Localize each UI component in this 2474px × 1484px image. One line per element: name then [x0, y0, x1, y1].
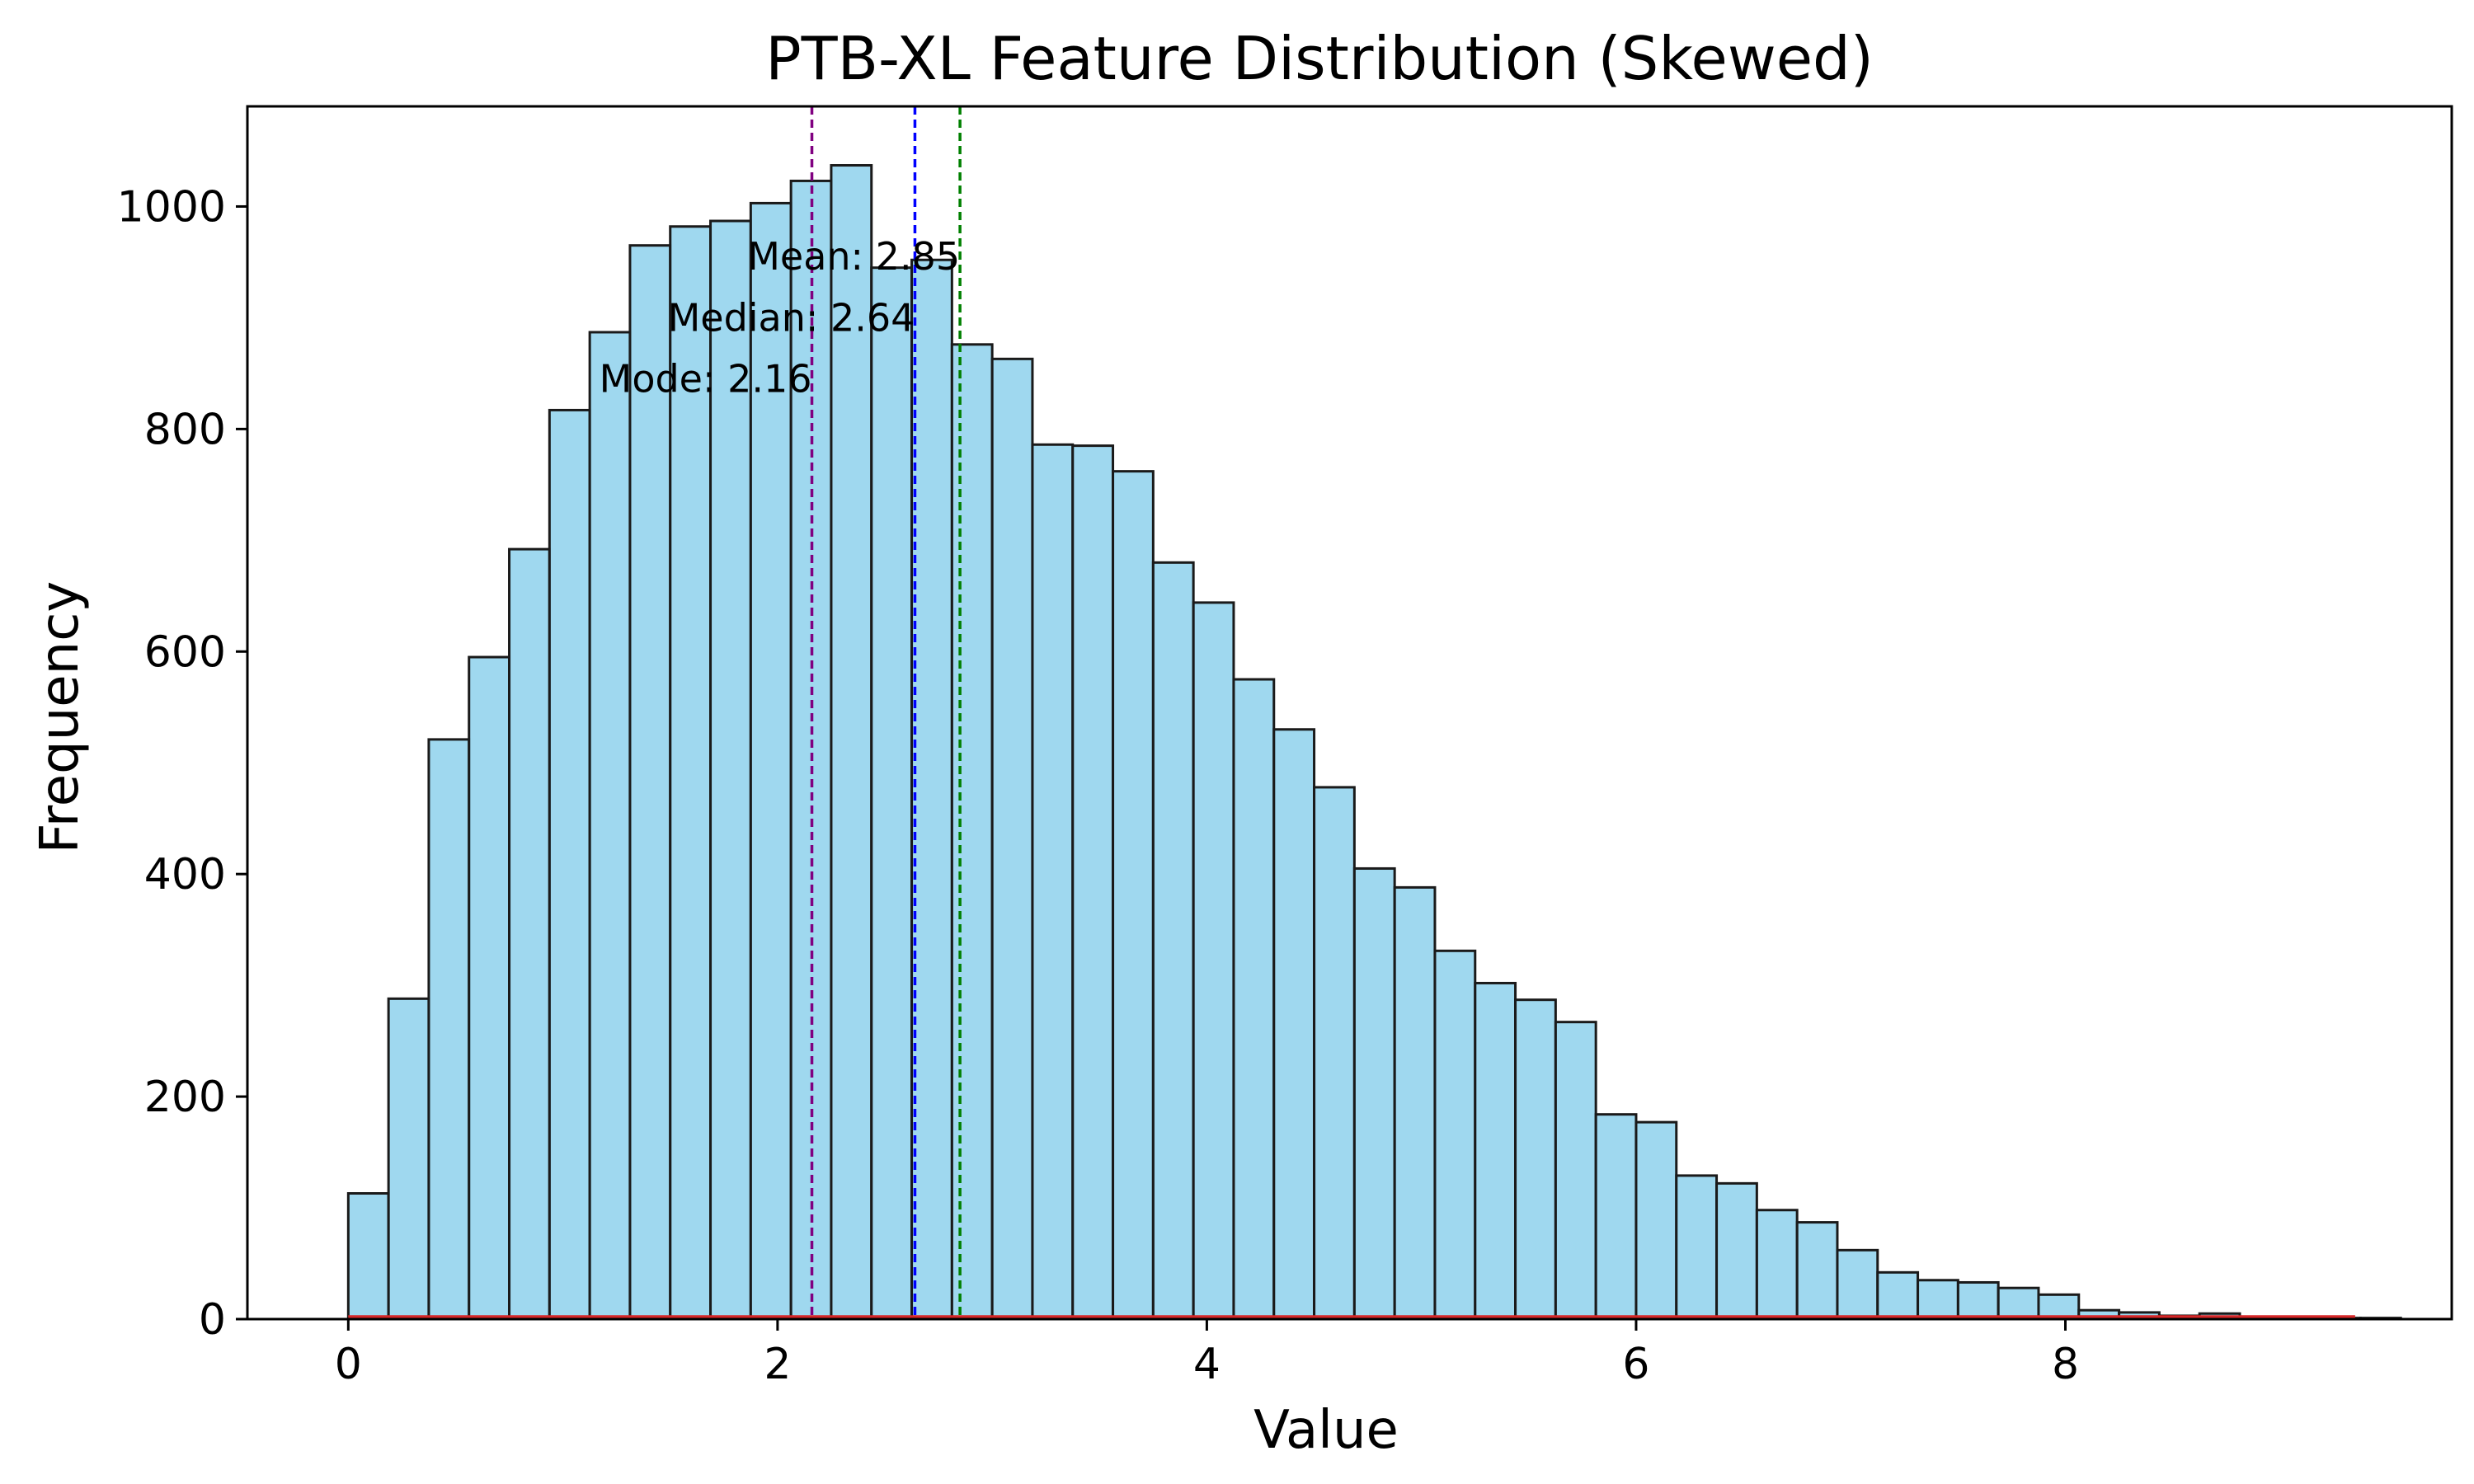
histogram-bar [950, 343, 994, 1321]
chart-title: PTB-XL Feature Distribution (Skewed) [765, 24, 1874, 93]
histogram-bar [1192, 601, 1235, 1321]
histogram-bar [1433, 949, 1477, 1321]
histogram-bar [1272, 728, 1316, 1321]
histogram-bar [1313, 786, 1356, 1321]
x-tick-label: 2 [764, 1340, 791, 1389]
stat-annotation: Median: 2.64 [668, 295, 915, 340]
histogram-bar [1232, 678, 1276, 1321]
histogram-bar [2037, 1293, 2081, 1321]
x-tick-label: 6 [1622, 1340, 1649, 1389]
histogram-bar [1352, 866, 1396, 1321]
histogram-bar [910, 258, 953, 1321]
histogram-bar [468, 655, 511, 1321]
x-axis-label: Value [1253, 1400, 1399, 1461]
histogram-bar [588, 331, 632, 1321]
y-tick-label: 1000 [117, 182, 226, 232]
histogram-bar [1514, 998, 1557, 1321]
y-axis-ticks: 0 200 400 600 800 1000 [117, 182, 247, 1345]
histogram-bar [1151, 561, 1195, 1321]
histogram-bar [1715, 1181, 1758, 1321]
x-axis-ticks: 0 2 4 6 8 [335, 1319, 2079, 1389]
stat-annotation: Mean: 2.85 [747, 234, 960, 279]
histogram-bar [1755, 1209, 1799, 1321]
histogram-bar [870, 266, 914, 1321]
y-tick-label: 200 [144, 1073, 226, 1122]
histogram-bar [427, 738, 471, 1321]
y-tick-label: 600 [144, 627, 226, 677]
histogram-bar [1474, 981, 1517, 1321]
y-tick-label: 0 [199, 1295, 226, 1345]
histogram-bar [1876, 1270, 1920, 1321]
annotations-group: Mean: 2.85 Median: 2.64 Mode: 2.16 [600, 234, 960, 401]
histogram-bar [346, 1192, 390, 1321]
histogram-bar [1031, 443, 1075, 1321]
histogram-bar [1675, 1174, 1719, 1321]
x-tick-label: 8 [2052, 1340, 2079, 1389]
histogram-bar [1795, 1221, 1839, 1321]
histogram-bar [1554, 1021, 1597, 1321]
histogram-bar [1634, 1120, 1678, 1321]
histogram-bar [1836, 1248, 1879, 1321]
histogram-bar [1594, 1113, 1638, 1321]
histogram-bar [1997, 1286, 2040, 1321]
histogram-bar [387, 997, 430, 1321]
histogram-bar [1917, 1279, 1959, 1321]
histogram-bar [1071, 444, 1115, 1321]
histogram-bar [709, 219, 752, 1321]
y-tick-label: 800 [144, 405, 226, 454]
histogram-bar [669, 225, 713, 1321]
y-tick-label: 400 [144, 850, 226, 899]
histogram-bar [1393, 885, 1437, 1321]
histogram-bar [1956, 1280, 2000, 1321]
histogram-bar [1112, 470, 1155, 1321]
histogram-bar [628, 244, 672, 1321]
histogram-bar [508, 547, 551, 1321]
plot-frame [246, 105, 2453, 1321]
x-tick-label: 0 [335, 1340, 362, 1389]
stat-annotation: Mode: 2.16 [600, 357, 812, 402]
stat-lines-group [810, 106, 962, 1319]
histogram-bar [548, 408, 591, 1321]
bars-group [346, 164, 2402, 1321]
histogram-bar [990, 357, 1034, 1321]
x-tick-label: 4 [1193, 1340, 1221, 1389]
y-axis-label: Frequency [30, 581, 91, 854]
